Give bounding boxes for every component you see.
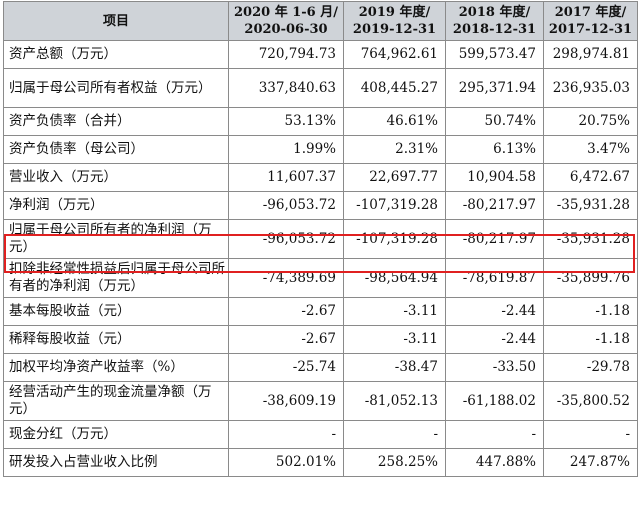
cell-value: -3.11 (343, 325, 446, 354)
cell-value: -2.44 (445, 297, 544, 326)
header-col-2020h1: 2020 年 1-6 月/2020-06-30 (228, 1, 344, 41)
header-item: 项目 (3, 1, 229, 41)
cell-value: -96,053.72 (228, 219, 344, 259)
cell-value: -1.18 (543, 325, 638, 354)
cell-value: -35,800.52 (543, 381, 638, 421)
cell-value: 1.99% (228, 135, 344, 164)
cell-value: -1.18 (543, 297, 638, 326)
row-label: 现金分红（万元） (3, 420, 229, 449)
cell-value: 2.31% (343, 135, 446, 164)
cell-value: - (228, 420, 344, 449)
cell-value: -80,217.97 (445, 191, 544, 220)
cell-value: 447.88% (445, 448, 544, 477)
cell-value: -2.67 (228, 297, 344, 326)
cell-value: -74,389.69 (228, 258, 344, 298)
table-row: 基本每股收益（元） -2.67 -3.11 -2.44 -1.18 (3, 297, 638, 326)
cell-value: 236,935.03 (543, 68, 638, 108)
cell-value: -35,931.28 (543, 219, 638, 259)
table-row: 研发投入占营业收入比例 502.01% 258.25% 447.88% 247.… (3, 448, 638, 477)
cell-value: 720,794.73 (228, 40, 344, 69)
cell-value: -29.78 (543, 353, 638, 382)
row-label: 归属于母公司所有者权益（万元） (3, 68, 229, 108)
cell-value: - (445, 420, 544, 449)
cell-value: 764,962.61 (343, 40, 446, 69)
cell-value: 11,607.37 (228, 163, 344, 192)
cell-value: 50.74% (445, 107, 544, 136)
table-row: 经营活动产生的现金流量净额（万元） -38,609.19 -81,052.13 … (3, 381, 638, 421)
cell-value: 599,573.47 (445, 40, 544, 69)
cell-value: -38,609.19 (228, 381, 344, 421)
cell-value: -78,619.87 (445, 258, 544, 298)
cell-value: 247.87% (543, 448, 638, 477)
table-row: 资产总额（万元） 720,794.73 764,962.61 599,573.4… (3, 40, 638, 69)
cell-value: -38.47 (343, 353, 446, 382)
cell-value: -35,899.76 (543, 258, 638, 298)
cell-value: 502.01% (228, 448, 344, 477)
financial-summary-table: 项目 2020 年 1-6 月/2020-06-30 2019 年度/2019-… (3, 1, 638, 477)
row-label: 资产总额（万元） (3, 40, 229, 69)
row-label: 资产负债率（合并） (3, 107, 229, 136)
header-col-2018: 2018 年度/2018-12-31 (445, 1, 544, 41)
cell-value: -2.44 (445, 325, 544, 354)
cell-value: - (543, 420, 638, 449)
cell-value: -61,188.02 (445, 381, 544, 421)
table-row: 归属于母公司所有者权益（万元） 337,840.63 408,445.27 29… (3, 68, 638, 108)
table-row: 资产负债率（合并） 53.13% 46.61% 50.74% 20.75% (3, 107, 638, 136)
financial-table-container: 项目 2020 年 1-6 月/2020-06-30 2019 年度/2019-… (3, 1, 638, 477)
cell-value: 22,697.77 (343, 163, 446, 192)
cell-value: 295,371.94 (445, 68, 544, 108)
cell-value: -98,564.94 (343, 258, 446, 298)
header-col-2019: 2019 年度/2019-12-31 (343, 1, 446, 41)
cell-value: 337,840.63 (228, 68, 344, 108)
cell-value: 20.75% (543, 107, 638, 136)
cell-value: -3.11 (343, 297, 446, 326)
cell-value: 258.25% (343, 448, 446, 477)
row-label: 基本每股收益（元） (3, 297, 229, 326)
cell-value: 46.61% (343, 107, 446, 136)
row-label: 资产负债率（母公司） (3, 135, 229, 164)
cell-value: -35,931.28 (543, 191, 638, 220)
cell-value: 53.13% (228, 107, 344, 136)
table-row: 营业收入（万元） 11,607.37 22,697.77 10,904.58 6… (3, 163, 638, 192)
cell-value: -33.50 (445, 353, 544, 382)
cell-value: -80,217.97 (445, 219, 544, 259)
cell-value: - (343, 420, 446, 449)
cell-value: 10,904.58 (445, 163, 544, 192)
row-label: 净利润（万元） (3, 191, 229, 220)
table-row: 资产负债率（母公司） 1.99% 2.31% 6.13% 3.47% (3, 135, 638, 164)
row-label: 稀释每股收益（元） (3, 325, 229, 354)
row-label: 加权平均净资产收益率（%） (3, 353, 229, 382)
cell-value: 6,472.67 (543, 163, 638, 192)
cell-value: -81,052.13 (343, 381, 446, 421)
row-label: 研发投入占营业收入比例 (3, 448, 229, 477)
table-row: 扣除非经常性损益后归属于母公司所有者的净利润（万元） -74,389.69 -9… (3, 258, 638, 298)
row-label: 扣除非经常性损益后归属于母公司所有者的净利润（万元） (3, 258, 229, 298)
cell-value: -25.74 (228, 353, 344, 382)
table-header-row: 项目 2020 年 1-6 月/2020-06-30 2019 年度/2019-… (3, 1, 638, 41)
header-col-2017: 2017 年度/2017-12-31 (543, 1, 638, 41)
table-row: 加权平均净资产收益率（%） -25.74 -38.47 -33.50 -29.7… (3, 353, 638, 382)
row-label: 经营活动产生的现金流量净额（万元） (3, 381, 229, 421)
cell-value: -107,319.28 (343, 219, 446, 259)
table-row: 净利润（万元） -96,053.72 -107,319.28 -80,217.9… (3, 191, 638, 220)
table-row: 稀释每股收益（元） -2.67 -3.11 -2.44 -1.18 (3, 325, 638, 354)
cell-value: -96,053.72 (228, 191, 344, 220)
cell-value: -2.67 (228, 325, 344, 354)
table-row: 现金分红（万元） - - - - (3, 420, 638, 449)
cell-value: 6.13% (445, 135, 544, 164)
cell-value: 298,974.81 (543, 40, 638, 69)
cell-value: -107,319.28 (343, 191, 446, 220)
cell-value: 3.47% (543, 135, 638, 164)
table-row-highlighted: 归属于母公司所有者的净利润（万元） -96,053.72 -107,319.28… (3, 219, 638, 259)
row-label: 营业收入（万元） (3, 163, 229, 192)
row-label: 归属于母公司所有者的净利润（万元） (3, 219, 229, 259)
cell-value: 408,445.27 (343, 68, 446, 108)
